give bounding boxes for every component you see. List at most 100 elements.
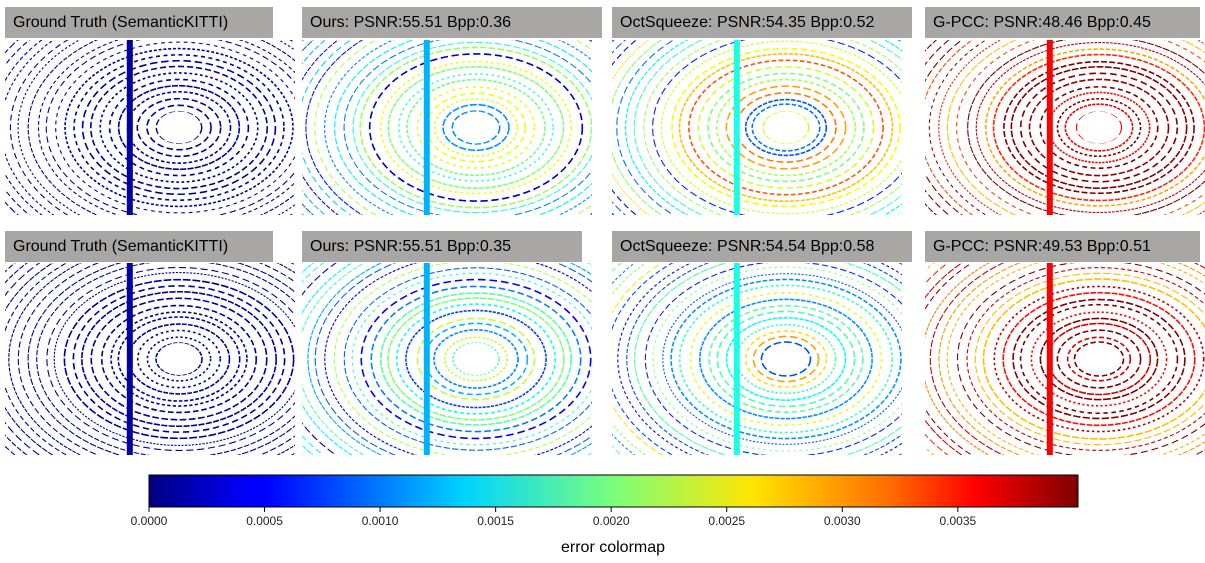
scan-ring (9, 40, 295, 215)
scan-ring (17, 263, 295, 455)
scan-ring (1003, 60, 1195, 195)
scan-ring (938, 40, 1205, 215)
label-box (612, 7, 912, 38)
scan-ring (146, 336, 212, 382)
scan-ring (699, 298, 873, 420)
scan-ring (81, 59, 277, 196)
scan-ring (938, 263, 1205, 455)
scan-ring (136, 97, 222, 158)
panel-label: Ground Truth (SemanticKITTI) (13, 238, 228, 255)
label-box (925, 231, 1200, 262)
scan-ring (0, 0, 476, 333)
scan-ring (189, 0, 762, 326)
scan-ring (395, 303, 557, 415)
scan-ring (1019, 72, 1179, 183)
scan-ring (946, 263, 1205, 455)
scan-ring (678, 52, 894, 203)
ego-vehicle (454, 343, 498, 375)
panel-label: G-PCC: PSNR:48.46 Bpp:0.45 (933, 14, 1151, 31)
point-cloud (925, 263, 1205, 455)
scan-ring (957, 263, 1205, 455)
scan-ring (652, 266, 902, 452)
tick-label: 0.0005 (246, 514, 283, 528)
scan-ring (1012, 298, 1186, 420)
scan-ring (99, 72, 259, 183)
scan-ring (925, 40, 974, 215)
scan-ring (81, 290, 277, 428)
wall (126, 263, 133, 455)
wall (126, 40, 133, 215)
ego-vehicle (454, 111, 498, 144)
scan-ring (405, 309, 547, 409)
scan-ring (387, 297, 565, 421)
scan-ring (53, 272, 295, 446)
wall (733, 263, 740, 455)
scan-ring (343, 267, 592, 451)
scan-ring (370, 285, 582, 433)
scan-ring (451, 110, 501, 145)
tick-label: 0.0000 (131, 514, 168, 528)
scan-ring (360, 278, 592, 440)
scan-ring (1028, 78, 1170, 177)
ego-vehicle (1077, 111, 1121, 144)
scan-ring (1066, 336, 1132, 382)
scan-ring (425, 92, 527, 163)
scan-ring (406, 78, 546, 177)
scan-ring (925, 40, 950, 215)
panel-label: OctSqueeze: PSNR:54.54 Bpp:0.58 (620, 238, 874, 255)
label-box (5, 231, 273, 262)
scan-ring (117, 316, 241, 402)
scan-ring (752, 335, 820, 383)
scan-ring (17, 40, 295, 215)
scan-ring (975, 42, 1205, 213)
scan-ring (946, 40, 1205, 215)
scan-ring (443, 336, 509, 382)
scan-ring (397, 73, 555, 182)
scan-ring (126, 91, 232, 164)
wall (1046, 263, 1053, 455)
scan-ring (416, 86, 536, 169)
scan-ring (45, 40, 295, 215)
scan-ring (452, 342, 500, 376)
scan-ring (662, 273, 902, 445)
scan-ring (117, 84, 241, 171)
scan-ring (1010, 66, 1188, 189)
scan-ring (793, 0, 1205, 339)
scan-ring (146, 104, 212, 151)
scan-ring (688, 59, 884, 196)
scan-ring (707, 72, 865, 183)
scan-ring (928, 40, 987, 215)
scan-ring (314, 263, 592, 455)
scan-ring (644, 263, 902, 455)
label-box (302, 231, 582, 262)
scan-ring (925, 40, 963, 215)
scan-ring (660, 40, 902, 215)
scan-ring (387, 66, 565, 189)
scan-ring (37, 40, 295, 215)
scan-ring (416, 317, 536, 401)
tick-label: 0.0010 (362, 514, 399, 528)
colorbar (148, 474, 1079, 508)
label-box (5, 7, 273, 38)
scan-ring (359, 46, 592, 209)
scan-ring (801, 0, 1205, 333)
point-cloud (302, 263, 592, 455)
scan-ring (305, 40, 592, 215)
colorbar-ticks: 0.0000 0.0005 0.0010 0.0015 0.0020 0.0025 0.00… (131, 507, 977, 528)
scan-ring (380, 60, 572, 195)
scan-ring (929, 263, 1205, 455)
scan-ring (974, 272, 1205, 446)
scan-ring (380, 292, 572, 426)
scan-ring (1039, 86, 1159, 169)
scan-ring (982, 278, 1205, 440)
ego-vehicle (764, 111, 808, 144)
scan-ring (925, 263, 963, 455)
wall (423, 263, 430, 455)
scan-ring (64, 47, 294, 208)
scan-ring (751, 103, 821, 152)
scan-ring (762, 110, 810, 145)
ego-vehicle (157, 111, 201, 144)
label-box (612, 231, 912, 262)
